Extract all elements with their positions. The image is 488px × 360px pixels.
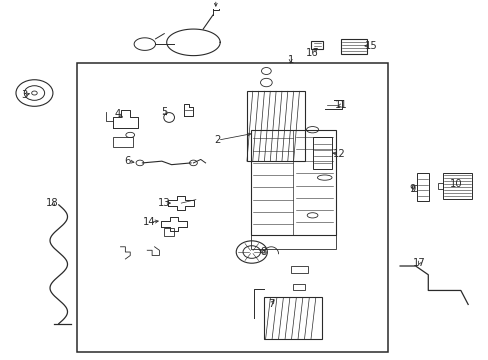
Text: 17: 17 <box>412 257 425 267</box>
Bar <box>164 228 174 236</box>
Bar <box>292 284 305 291</box>
Bar <box>340 39 366 54</box>
Bar <box>312 138 331 169</box>
Text: 3: 3 <box>21 90 27 100</box>
Text: 11: 11 <box>335 100 347 110</box>
Text: 2: 2 <box>214 135 221 145</box>
Text: 1: 1 <box>287 55 293 65</box>
Bar <box>416 174 428 201</box>
Bar <box>77 63 387 352</box>
Bar <box>290 266 307 273</box>
Text: 6: 6 <box>124 156 131 166</box>
Text: 13: 13 <box>158 198 170 208</box>
Text: 15: 15 <box>364 41 377 51</box>
Bar <box>250 235 335 248</box>
Text: 8: 8 <box>260 247 266 257</box>
Bar <box>310 41 323 49</box>
Bar <box>411 185 416 191</box>
Text: 10: 10 <box>449 179 461 189</box>
Bar <box>250 130 335 235</box>
Bar <box>113 137 132 147</box>
Bar <box>212 5 218 10</box>
Text: 7: 7 <box>267 300 274 310</box>
Text: 5: 5 <box>161 107 167 117</box>
Text: 9: 9 <box>408 184 415 194</box>
Text: 14: 14 <box>143 217 156 227</box>
Bar <box>246 91 305 161</box>
Bar <box>437 183 442 189</box>
Bar <box>264 297 322 339</box>
Text: 4: 4 <box>115 109 121 119</box>
Text: 16: 16 <box>305 48 318 58</box>
Text: 18: 18 <box>46 198 59 208</box>
Text: 12: 12 <box>332 149 345 159</box>
Bar <box>442 172 471 199</box>
